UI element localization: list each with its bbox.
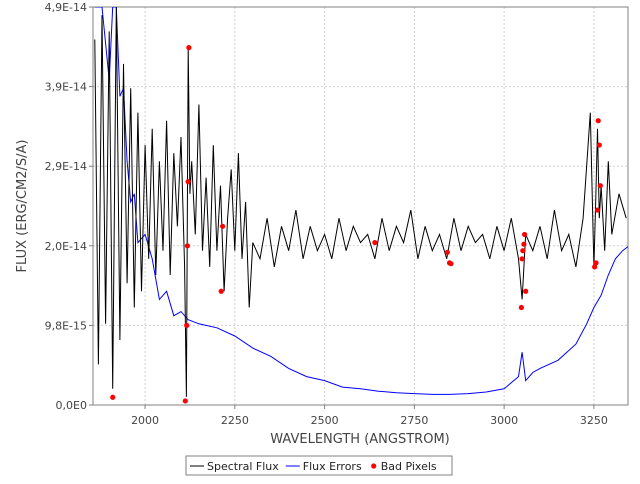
y-tick-label: 3,9E-14	[45, 81, 87, 94]
bad-pixel-point	[518, 304, 524, 311]
x-tick-label: 3250	[580, 414, 608, 427]
bad-pixel-point	[372, 239, 378, 246]
y-axis-label: FLUX (ERG/CM2/S/A)	[15, 140, 30, 273]
bad-pixel-point	[186, 45, 192, 51]
bad-pixel-point	[220, 223, 226, 229]
bad-pixel-point	[594, 207, 601, 213]
legend-box	[185, 455, 453, 476]
y-tick-label: 9,8E-15	[45, 319, 87, 332]
bad-pixel-point	[523, 288, 529, 294]
x-axis-ticks: 2000 2250 2500 2750 3000 3250	[131, 405, 608, 427]
x-tick-label: 3000	[490, 414, 518, 427]
y-axis-ticks: 0,0E0 9,8E-15 2,0E-14 2,9E-14 3,9E-14 4,9E-14	[45, 1, 93, 412]
x-tick-label: 2250	[221, 414, 249, 427]
bad-pixel-point	[182, 398, 188, 404]
plot-area-border	[92, 6, 629, 406]
bad-pixel-point	[519, 256, 525, 262]
legend-label: Spectral Flux	[207, 460, 279, 473]
bad-pixel-point	[448, 261, 454, 267]
bad-pixel-point	[110, 394, 116, 400]
bad-pixel-point	[521, 231, 528, 238]
grid-lines	[93, 6, 628, 406]
spectral-flux-line	[94, 7, 627, 397]
bad-pixel-point	[444, 249, 450, 255]
x-tick-label: 2500	[311, 414, 339, 427]
bad-pixel-point	[521, 241, 527, 247]
bad-pixel-point	[520, 248, 526, 254]
x-tick-label: 2000	[131, 414, 159, 427]
bad-pixel-point	[184, 322, 190, 328]
legend-label: Flux Errors	[303, 460, 362, 473]
y-tick-label: 4,9E-14	[45, 1, 87, 14]
y-tick-label: 2,0E-14	[45, 240, 87, 253]
legend-swatch	[371, 463, 377, 469]
bad-pixel-point	[596, 142, 602, 148]
legend: Spectral Flux Flux Errors Bad Pixels	[185, 455, 453, 476]
bad-pixel-point	[185, 179, 191, 185]
x-axis-label: WAVELENGTH (ANGSTROM)	[270, 432, 449, 447]
x-tick-label: 2750	[400, 414, 428, 427]
bad-pixel-point	[595, 118, 601, 124]
plot-series	[94, 7, 628, 404]
bad-pixel-point	[592, 264, 598, 270]
y-tick-label: 2,9E-14	[45, 160, 87, 173]
flux-errors-line	[94, 7, 628, 395]
legend-label: Bad Pixels	[381, 460, 437, 473]
y-tick-label: 0,0E0	[56, 399, 87, 412]
bad-pixel-point	[593, 260, 599, 266]
bad-pixel-point	[597, 183, 603, 189]
bad-pixel-point	[218, 288, 224, 294]
bad-pixel-point	[184, 243, 191, 249]
